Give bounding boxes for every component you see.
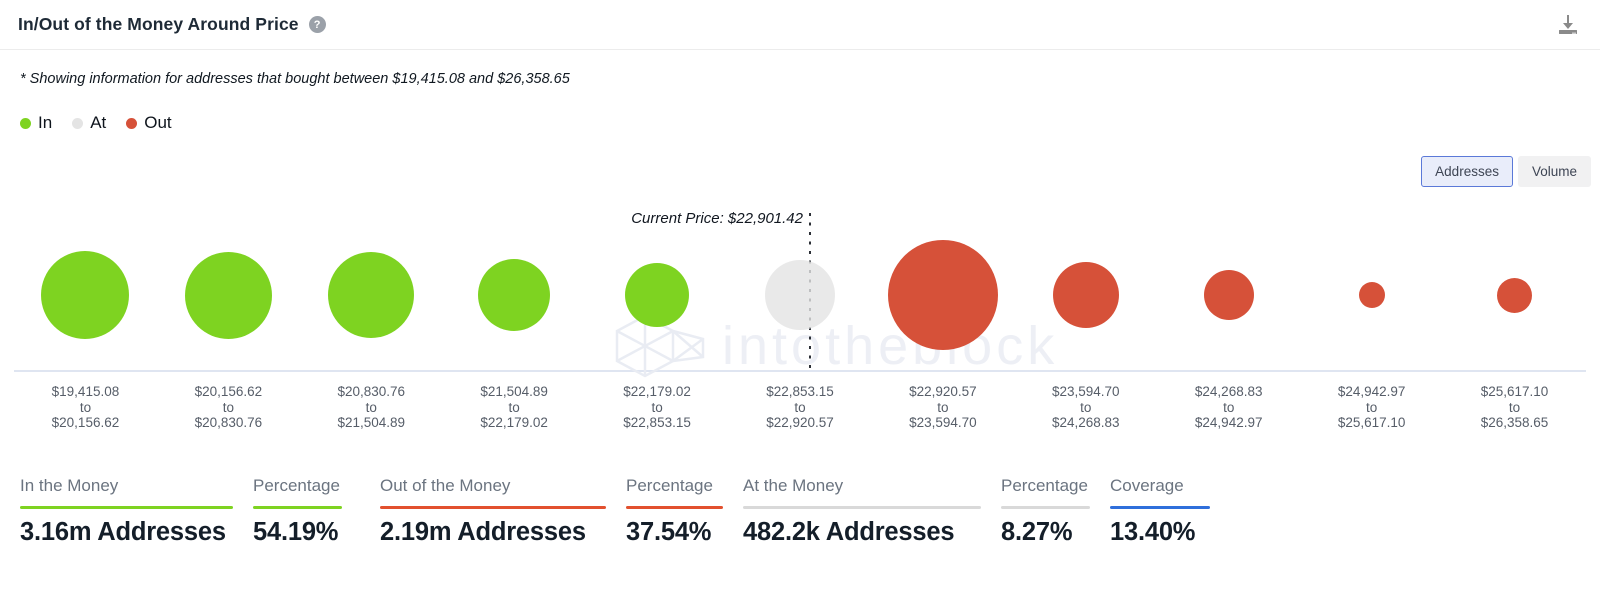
chart-column xyxy=(586,187,729,370)
chart-column xyxy=(443,187,586,370)
chart-bubble[interactable] xyxy=(1052,262,1119,328)
chart-bubble[interactable] xyxy=(887,240,998,350)
stat-label: Out of the Money xyxy=(380,475,511,495)
stat-in-percentage: Percentage 54.19% xyxy=(253,476,342,547)
x-axis-label: $24,942.97 to $25,617.10 xyxy=(1337,384,1406,430)
stat-out-of-the-money: Out of the Money 2.19m Addresses xyxy=(380,476,606,547)
legend-dot-out xyxy=(126,117,138,129)
download-icon[interactable] xyxy=(1556,14,1580,36)
bubble-chart: intotheblock Current Price: $22,901.42 xyxy=(0,187,1600,378)
current-price-label: Current Price: $22,901.42 xyxy=(631,210,803,227)
stat-underline xyxy=(626,505,723,509)
x-axis-line xyxy=(14,370,1586,372)
x-axis-label: $20,156.62 to $20,830.76 xyxy=(194,384,263,430)
chart-bubble[interactable] xyxy=(328,252,415,338)
legend: In At Out xyxy=(20,113,1600,133)
legend-label-out: Out xyxy=(144,113,172,132)
stat-at-the-money: At the Money 482.2k Addresses xyxy=(743,476,981,547)
x-axis-label: $24,268.83 to $24,942.97 xyxy=(1194,384,1263,430)
chart-column xyxy=(14,187,157,370)
chart-bubble[interactable] xyxy=(1203,270,1254,320)
stat-underline xyxy=(253,505,342,509)
x-axis-label: $23,594.70 to $24,268.83 xyxy=(1052,384,1120,430)
chart-column xyxy=(1300,187,1443,370)
summary-stats: In the Money 3.16m Addresses Percentage … xyxy=(20,476,1600,547)
chart-bubble[interactable] xyxy=(478,259,551,331)
chart-column xyxy=(1443,187,1586,370)
legend-dot-in xyxy=(20,117,31,129)
chart-column xyxy=(1157,187,1300,370)
toggle-addresses-button[interactable]: Addresses xyxy=(1421,156,1513,187)
stat-label: Percentage xyxy=(1001,475,1088,495)
chart-column xyxy=(157,187,300,370)
chart-bubble[interactable] xyxy=(41,251,130,339)
legend-label-in: In xyxy=(38,113,53,132)
chart-column xyxy=(300,187,443,370)
stat-value: 482.2k Addresses xyxy=(743,517,955,546)
stat-underline xyxy=(1001,505,1090,509)
legend-item-out[interactable]: Out xyxy=(126,113,172,133)
stat-label: Percentage xyxy=(626,475,713,495)
widget-header: In/Out of the Money Around Price ? xyxy=(0,0,1600,49)
chart-column xyxy=(1014,187,1157,370)
x-axis-label: $22,853.15 to $22,920.57 xyxy=(766,384,834,430)
stat-value: 2.19m Addresses xyxy=(380,517,586,546)
stat-label: Coverage xyxy=(1110,475,1184,495)
chart-column xyxy=(729,187,872,370)
stat-label: In the Money xyxy=(20,475,119,495)
range-note: * Showing information for addresses that… xyxy=(20,71,570,87)
x-axis-label: $19,415.08 to $20,156.62 xyxy=(51,384,120,430)
chart-bubble[interactable] xyxy=(764,260,835,330)
stat-underline xyxy=(1110,505,1210,509)
stat-value: 37.54% xyxy=(626,517,712,546)
chart-bubble[interactable] xyxy=(1497,277,1533,313)
stat-value: 3.16m Addresses xyxy=(20,517,226,546)
bubble-row xyxy=(14,187,1586,370)
x-axis-label: $22,179.02 to $22,853.15 xyxy=(623,384,691,430)
stat-value: 8.27% xyxy=(1001,517,1073,546)
stat-underline xyxy=(380,505,606,509)
legend-label-at: At xyxy=(90,113,107,132)
legend-item-at[interactable]: At xyxy=(72,113,106,133)
legend-item-in[interactable]: In xyxy=(20,113,52,133)
stat-value: 13.40% xyxy=(1110,517,1196,546)
toggle-volume-button[interactable]: Volume xyxy=(1517,156,1591,187)
header-divider xyxy=(0,49,1600,50)
stat-coverage: Coverage 13.40% xyxy=(1110,476,1210,547)
legend-dot-at xyxy=(72,117,84,129)
chart-bubble[interactable] xyxy=(625,263,690,327)
help-icon[interactable]: ? xyxy=(308,16,326,33)
view-toggle: Addresses Volume xyxy=(0,156,1600,187)
stat-in-the-money: In the Money 3.16m Addresses xyxy=(20,476,233,547)
chart-bubble[interactable] xyxy=(184,251,272,339)
stat-underline xyxy=(20,505,233,509)
stat-label: At the Money xyxy=(743,475,844,495)
stat-out-percentage: Percentage 37.54% xyxy=(626,476,723,547)
stat-underline xyxy=(743,505,981,509)
x-axis-label: $21,504.89 to $22,179.02 xyxy=(480,384,548,430)
x-axis-label: $20,830.76 to $21,504.89 xyxy=(337,384,406,430)
chart-column xyxy=(871,187,1014,370)
x-axis-label: $25,617.10 to $26,358.65 xyxy=(1480,384,1549,430)
x-axis-label: $22,920.57 to $23,594.70 xyxy=(909,384,977,430)
widget-title: In/Out of the Money Around Price xyxy=(18,14,299,34)
x-axis-labels: $19,415.08 to $20,156.62 $20,156.62 to $20,8… xyxy=(14,384,1586,431)
stat-at-percentage: Percentage 8.27% xyxy=(1001,476,1090,547)
stat-value: 54.19% xyxy=(253,517,339,546)
chart-bubble[interactable] xyxy=(1358,282,1385,308)
stat-label: Percentage xyxy=(253,475,340,495)
